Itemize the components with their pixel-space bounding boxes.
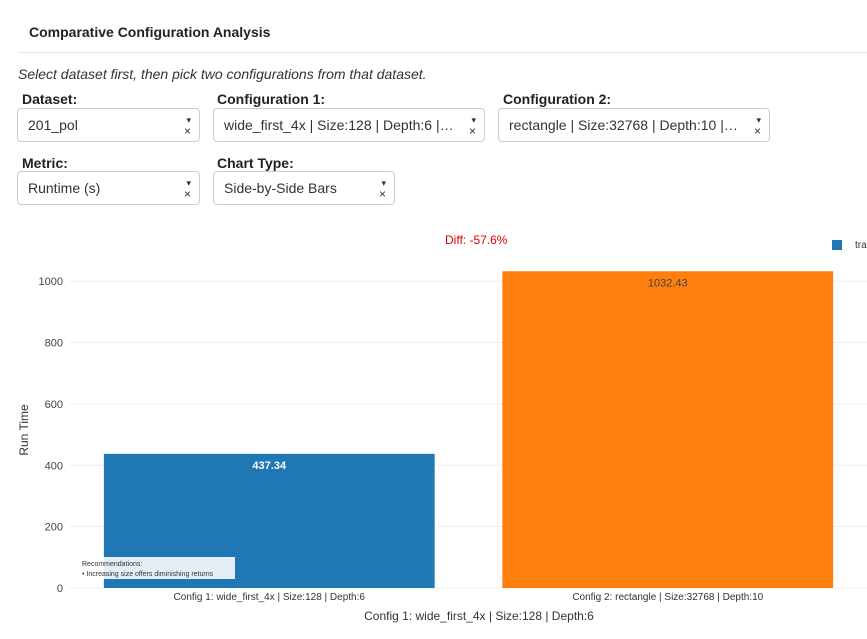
dataset-label: Dataset: <box>22 91 78 107</box>
config1-select[interactable]: wide_first_4x | Size:128 | Depth:6 | C… … <box>213 108 485 142</box>
legend-swatch[interactable] <box>832 240 842 250</box>
chart-type-label: Chart Type: <box>217 155 294 171</box>
config1-label: Configuration 1: <box>217 91 326 107</box>
metric-value: Runtime (s) <box>28 180 101 196</box>
chart-type-select[interactable]: Side-by-Side Bars ▾ × <box>213 171 395 205</box>
clear-icon[interactable]: × <box>378 187 386 201</box>
y-tick-label: 0 <box>57 583 63 595</box>
chevron-down-icon[interactable]: ▾ <box>186 178 191 188</box>
chart-type-value: Side-by-Side Bars <box>224 180 337 196</box>
clear-icon[interactable]: × <box>753 124 761 138</box>
bar-chart: 0 200 400 600 800 1000 Run Time 437.34 Config 1:… <box>17 271 867 623</box>
x-tick-label: Config 1: wide_first_4x | Size:128 | Dep… <box>174 592 366 603</box>
recommendation-item: • Increasing size offers diminishing ret… <box>82 571 214 578</box>
config2-value: rectangle | Size:32768 | Depth:10 | C… <box>509 117 741 133</box>
diff-annotation: Diff: -57.6% <box>445 233 508 247</box>
bar-data-label: 1032.43 <box>648 277 688 289</box>
config2-label: Configuration 2: <box>503 91 612 107</box>
y-axis-label: Run Time <box>17 404 31 456</box>
y-tick-label: 200 <box>45 522 63 534</box>
x-tick-label: Config 2: rectangle | Size:32768 | Depth… <box>572 592 763 603</box>
y-tick-label: 600 <box>45 399 63 411</box>
page-header: Comparative Configuration Analysis <box>18 0 867 53</box>
clear-icon[interactable]: × <box>468 124 476 138</box>
config1-value: wide_first_4x | Size:128 | Depth:6 | C… <box>224 117 456 133</box>
y-tick-label: 800 <box>45 338 63 350</box>
metric-select[interactable]: Runtime (s) ▾ × <box>17 171 200 205</box>
clear-icon[interactable]: × <box>183 124 191 138</box>
chevron-down-icon[interactable]: ▾ <box>381 178 386 188</box>
clear-icon[interactable]: × <box>183 187 191 201</box>
page-title: Comparative Configuration Analysis <box>29 24 271 40</box>
chevron-down-icon[interactable]: ▾ <box>471 115 476 125</box>
bar-data-label: 437.34 <box>252 460 287 472</box>
recommendations-box <box>79 557 235 579</box>
config2-select[interactable]: rectangle | Size:32768 | Depth:10 | C… ▾… <box>498 108 770 142</box>
x-axis-label: Config 1: wide_first_4x | Size:128 | Dep… <box>364 609 594 623</box>
y-tick-label: 400 <box>45 460 63 472</box>
dataset-select[interactable]: 201_pol ▾ × <box>17 108 200 142</box>
instructions-text: Select dataset first, then pick two conf… <box>18 66 427 82</box>
legend-entry[interactable]: tra <box>855 240 867 251</box>
recommendations-title: Recommendations: <box>82 561 142 568</box>
metric-label: Metric: <box>22 155 68 171</box>
y-tick-label: 1000 <box>39 276 63 288</box>
chevron-down-icon[interactable]: ▾ <box>756 115 761 125</box>
chevron-down-icon[interactable]: ▾ <box>186 115 191 125</box>
bar <box>502 271 834 588</box>
dataset-value: 201_pol <box>28 117 78 133</box>
